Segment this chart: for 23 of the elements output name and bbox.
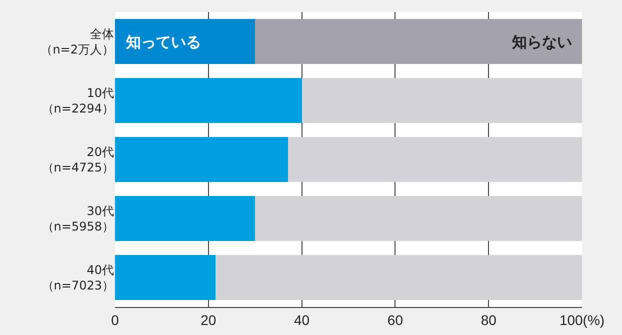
bar <box>115 196 256 241</box>
bar <box>255 19 582 64</box>
x-tick-label: 20 <box>200 312 216 328</box>
x-tick-label: 40 <box>294 312 310 328</box>
bar <box>255 196 582 241</box>
y-tick-label: 40代（n=7023） <box>42 262 114 292</box>
x-tick-label: 80 <box>480 312 497 328</box>
x-tick-label: 100(%) <box>559 312 605 328</box>
bar <box>115 137 288 182</box>
x-tick-label: 0 <box>111 312 120 328</box>
bar <box>115 255 216 300</box>
bar <box>115 19 256 64</box>
bar <box>302 78 582 123</box>
bar <box>115 78 302 123</box>
series-label: 知っている <box>125 33 201 51</box>
bar <box>215 255 582 300</box>
y-tick-label: 全体（n=2万人） <box>40 26 114 56</box>
series-label: 知らない <box>511 33 572 51</box>
y-tick-label: 20代（n=4725） <box>42 144 114 174</box>
bar <box>288 137 582 182</box>
y-tick-label: 30代（n=5958） <box>42 204 114 234</box>
x-tick-label: 60 <box>387 312 404 328</box>
y-tick-label: 10代（n=2294） <box>42 86 114 116</box>
